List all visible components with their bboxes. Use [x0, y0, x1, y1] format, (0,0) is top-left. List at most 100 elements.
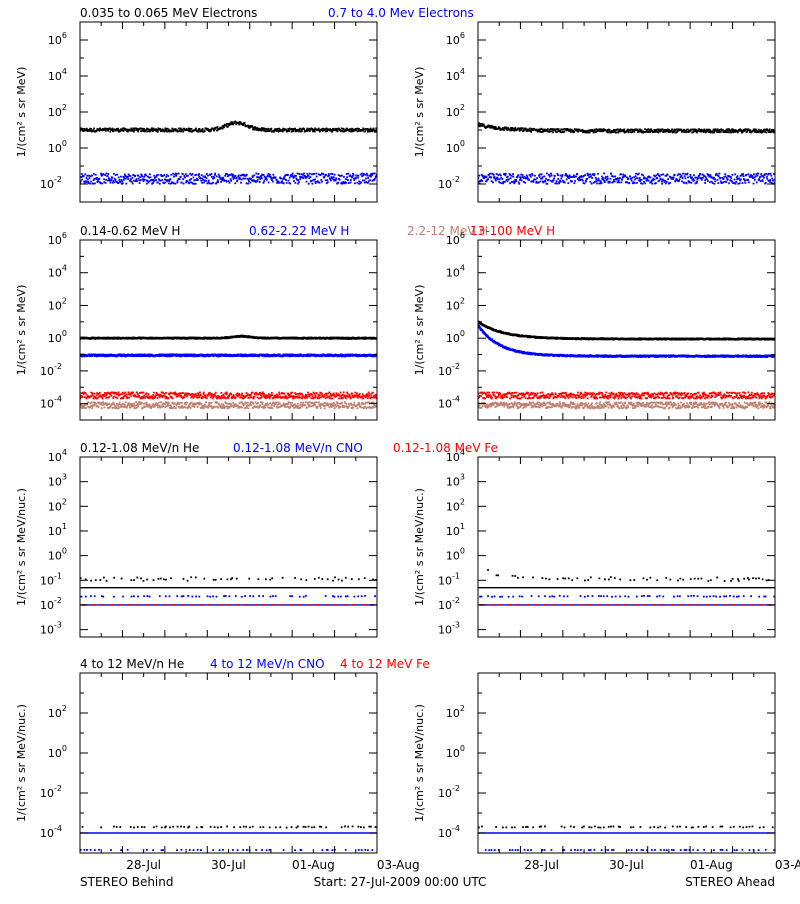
series-line-0000ff	[79, 353, 378, 357]
data-point	[489, 173, 491, 175]
data-point	[368, 180, 370, 182]
data-point	[164, 403, 166, 405]
data-point	[98, 406, 100, 408]
data-point	[204, 175, 206, 177]
data-point	[325, 174, 327, 176]
data-point	[602, 177, 604, 179]
data-point	[182, 173, 184, 175]
data-point	[101, 175, 103, 177]
data-point	[286, 398, 288, 400]
data-point	[95, 174, 97, 176]
data-point	[263, 180, 265, 182]
data-point	[341, 402, 343, 404]
data-point	[132, 392, 134, 394]
data-point	[350, 397, 352, 399]
data-point	[347, 179, 349, 181]
data-point	[634, 178, 636, 180]
data-point	[300, 402, 302, 404]
data-point	[180, 395, 182, 397]
data-point	[517, 174, 519, 176]
data-point	[661, 181, 663, 183]
data-point	[128, 402, 130, 404]
data-point	[348, 130, 350, 132]
data-point	[101, 183, 103, 185]
data-point	[170, 178, 172, 180]
data-point	[207, 128, 209, 130]
data-point	[267, 175, 269, 177]
data-point	[84, 173, 86, 175]
data-point	[291, 402, 293, 404]
data-point	[81, 173, 83, 175]
data-point	[283, 183, 285, 185]
data-point	[125, 183, 127, 185]
data-point	[252, 403, 254, 405]
data-point	[690, 174, 692, 176]
data-point	[312, 395, 314, 397]
data-point	[195, 174, 197, 176]
data-point	[661, 174, 663, 176]
data-point	[607, 176, 609, 178]
data-point	[699, 173, 701, 175]
data-point	[706, 178, 708, 180]
data-point	[659, 180, 661, 182]
y-tick-label: 106	[48, 231, 67, 247]
data-point	[88, 402, 90, 404]
data-point	[345, 178, 347, 180]
data-point	[367, 397, 369, 399]
data-point	[662, 173, 664, 175]
data-point	[237, 395, 239, 397]
data-point	[712, 182, 714, 184]
data-point	[734, 173, 736, 175]
data-point	[106, 404, 108, 406]
data-point	[93, 178, 95, 180]
data-point	[304, 176, 306, 178]
data-point	[220, 392, 222, 394]
data-point	[158, 402, 160, 404]
data-point	[244, 122, 246, 124]
data-point	[105, 130, 107, 132]
data-point	[727, 131, 729, 133]
series-dots-000000	[477, 122, 775, 133]
data-point	[202, 397, 204, 399]
data-point	[83, 175, 85, 177]
data-point	[614, 181, 616, 183]
data-point	[301, 394, 303, 396]
data-point	[192, 173, 194, 175]
data-point	[512, 176, 514, 178]
data-point	[560, 178, 562, 180]
data-point	[313, 393, 315, 395]
data-point	[762, 180, 764, 182]
data-point	[325, 179, 327, 181]
data-point	[309, 130, 311, 132]
data-point	[157, 407, 159, 409]
data-point	[483, 123, 485, 125]
data-point	[189, 403, 191, 405]
data-point	[619, 177, 621, 179]
y-axis-label: 1/(cm² s sr MeV)	[413, 67, 426, 158]
data-point	[695, 177, 697, 179]
data-point	[717, 179, 719, 181]
data-point	[83, 393, 85, 395]
data-point	[366, 393, 368, 395]
data-point	[548, 179, 550, 181]
data-point	[314, 131, 316, 133]
data-point	[170, 174, 172, 176]
data-point	[130, 178, 132, 180]
data-point	[289, 402, 291, 404]
data-point	[697, 179, 699, 181]
data-point	[257, 402, 259, 404]
data-point	[737, 132, 739, 134]
data-point	[153, 175, 155, 177]
data-point	[167, 175, 169, 177]
data-point	[227, 397, 229, 399]
data-point	[635, 175, 637, 177]
data-point	[263, 174, 265, 176]
data-point	[280, 178, 282, 180]
data-point	[242, 124, 244, 126]
data-point	[675, 180, 677, 182]
data-point	[628, 182, 630, 184]
data-point	[118, 403, 120, 405]
data-point	[319, 182, 321, 184]
data-point	[725, 181, 727, 183]
